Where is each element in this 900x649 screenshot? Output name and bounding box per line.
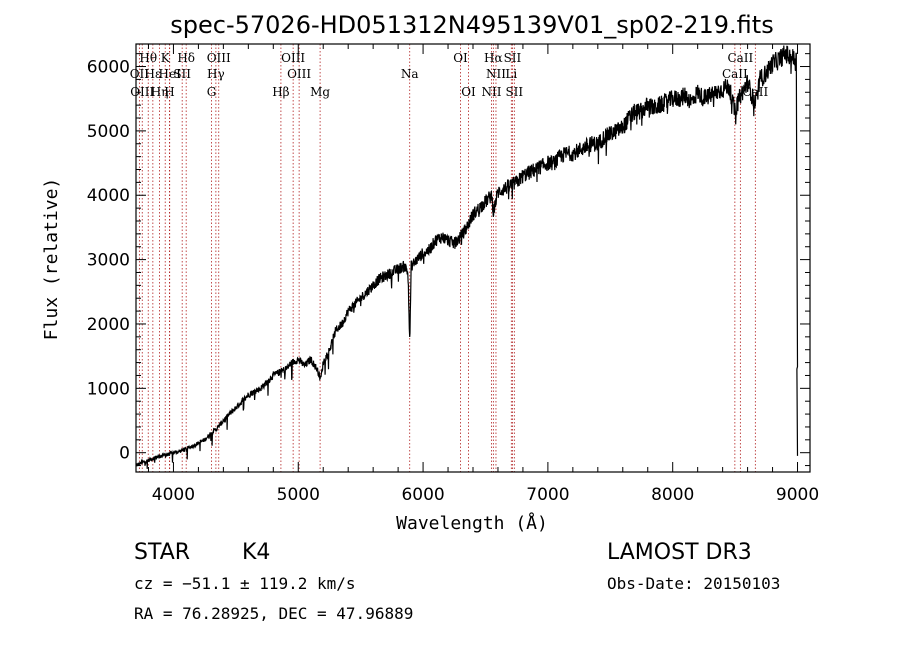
y-axis-ticks: 0 1000 2000 3000 4000 5000 6000 — [87, 53, 810, 467]
y-tick-label: 1000 — [87, 379, 130, 399]
spectral-line-label: Hη — [151, 85, 169, 99]
spectral-line-label: Li — [505, 67, 517, 81]
survey-name: LAMOST DR3 — [607, 540, 752, 565]
x-tick-label: 9000 — [776, 485, 819, 505]
spectral-line-label: Hα — [484, 51, 503, 65]
spectral-line-label: OIII — [287, 67, 311, 81]
spectral-line-label: Na — [401, 67, 419, 81]
spectral-line-label: OI — [461, 85, 476, 99]
object-subclass: K4 — [242, 540, 271, 565]
x-axis-label: Wavelength (Å) — [396, 512, 548, 534]
y-tick-label: 0 — [119, 444, 130, 464]
chart-title: spec-57026-HD051312N495139V01_sp02-219.f… — [170, 11, 773, 39]
spectral-line-label: OII — [130, 67, 150, 81]
x-tick-label: 4000 — [152, 485, 195, 505]
spectral-line-label: K — [161, 51, 171, 65]
y-tick-label: 2000 — [87, 315, 130, 335]
x-tick-label: 5000 — [277, 485, 320, 505]
y-axis-label: Flux (relative) — [41, 178, 62, 341]
y-tick-label: 3000 — [87, 251, 130, 271]
spectral-line-label: Hβ — [272, 85, 289, 99]
spectral-line-label: NII — [486, 67, 506, 81]
spectral-line-label: SII — [505, 85, 523, 99]
spectral-line-label: CaII — [722, 67, 748, 81]
object-class: STAR — [134, 540, 191, 565]
observation-date: Obs-Date: 20150103 — [607, 574, 781, 593]
spectral-line-label: NII — [481, 85, 501, 99]
spectral-line-label: Hε — [145, 67, 162, 81]
spectral-line-label: Hγ — [207, 67, 225, 81]
x-tick-label: 8000 — [651, 485, 694, 505]
spectral-line-label: Hθ — [139, 51, 157, 65]
x-tick-label: 7000 — [526, 485, 569, 505]
spectral-line-label: G — [207, 85, 217, 99]
spectral-line-label: Mg — [310, 85, 330, 99]
y-tick-label: 5000 — [87, 122, 130, 142]
spectral-line-label: OIII — [281, 51, 305, 65]
spectral-line-label: HeI — [159, 67, 182, 81]
spectral-line-label: OIII — [207, 51, 231, 65]
spectral-line-label: Hδ — [177, 51, 195, 65]
coordinates: RA = 76.28925, DEC = 47.96889 — [134, 604, 414, 623]
y-tick-label: 4000 — [87, 186, 130, 206]
spectral-line-label: SII — [504, 51, 522, 65]
x-axis-ticks: 4000 5000 6000 7000 8000 9000 — [147, 44, 819, 505]
y-tick-label: 6000 — [87, 58, 130, 78]
redshift-velocity: cz = −51.1 ± 119.2 km/s — [134, 574, 356, 593]
spectral-line-markers — [138, 44, 756, 472]
spectrum-series-line — [135, 45, 799, 469]
spectral-line-label: OI — [453, 51, 468, 65]
spectral-line-label: H — [164, 85, 174, 99]
x-tick-label: 6000 — [401, 485, 444, 505]
spectral-line-label: CaII — [727, 51, 753, 65]
spectral-line-label: SII — [173, 67, 191, 81]
